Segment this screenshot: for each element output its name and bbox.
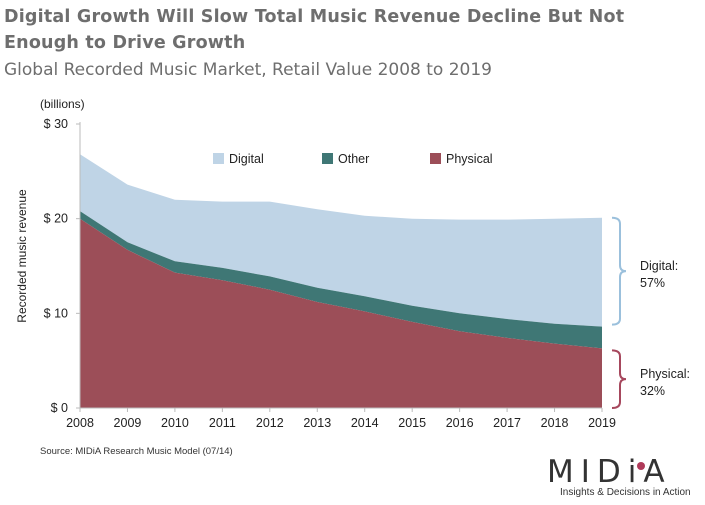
x-tick-label: 2014 bbox=[351, 416, 379, 430]
y-tick-label: $ 10 bbox=[44, 306, 68, 320]
y-tick-label: $ 0 bbox=[51, 401, 68, 415]
x-tick-label: 2009 bbox=[114, 416, 142, 430]
y-tick-label: $ 30 bbox=[44, 117, 68, 131]
logo-accent-icon bbox=[633, 458, 649, 474]
digital-brace bbox=[612, 218, 626, 325]
x-tick-label: 2010 bbox=[161, 416, 189, 430]
legend-other: Other bbox=[322, 152, 369, 166]
legend-digital-swatch bbox=[213, 153, 224, 164]
x-tick-label: 2015 bbox=[398, 416, 426, 430]
source-note: Source: MIDiA Research Music Model (07/1… bbox=[40, 446, 233, 457]
x-tick-label: 2016 bbox=[446, 416, 474, 430]
x-tick-label: 2008 bbox=[66, 416, 94, 430]
x-tick-label: 2019 bbox=[588, 416, 616, 430]
midia-logo: MIDiA bbox=[547, 454, 672, 490]
legend-physical: Physical bbox=[430, 152, 493, 166]
legend-physical-swatch bbox=[430, 153, 441, 164]
logo-tagline: Insights & Decisions in Action bbox=[560, 487, 691, 498]
x-tick-label: 2017 bbox=[493, 416, 521, 430]
physical-share-annotation: Physical: 32% bbox=[640, 366, 690, 400]
digital-share-annotation: Digital: 57% bbox=[640, 258, 678, 292]
x-tick-label: 2012 bbox=[256, 416, 284, 430]
x-tick-label: 2013 bbox=[303, 416, 331, 430]
area-chart: $ 0 $ 10 $ 20 $ 30 2008 2009 2010 2011 2012 2013 2… bbox=[0, 0, 705, 505]
legend-digital: Digital bbox=[213, 152, 264, 166]
y-tick-label: $ 20 bbox=[44, 212, 68, 226]
legend-other-swatch bbox=[322, 153, 333, 164]
physical-brace bbox=[612, 350, 626, 408]
x-tick-label: 2018 bbox=[541, 416, 569, 430]
x-tick-label: 2011 bbox=[209, 416, 236, 430]
